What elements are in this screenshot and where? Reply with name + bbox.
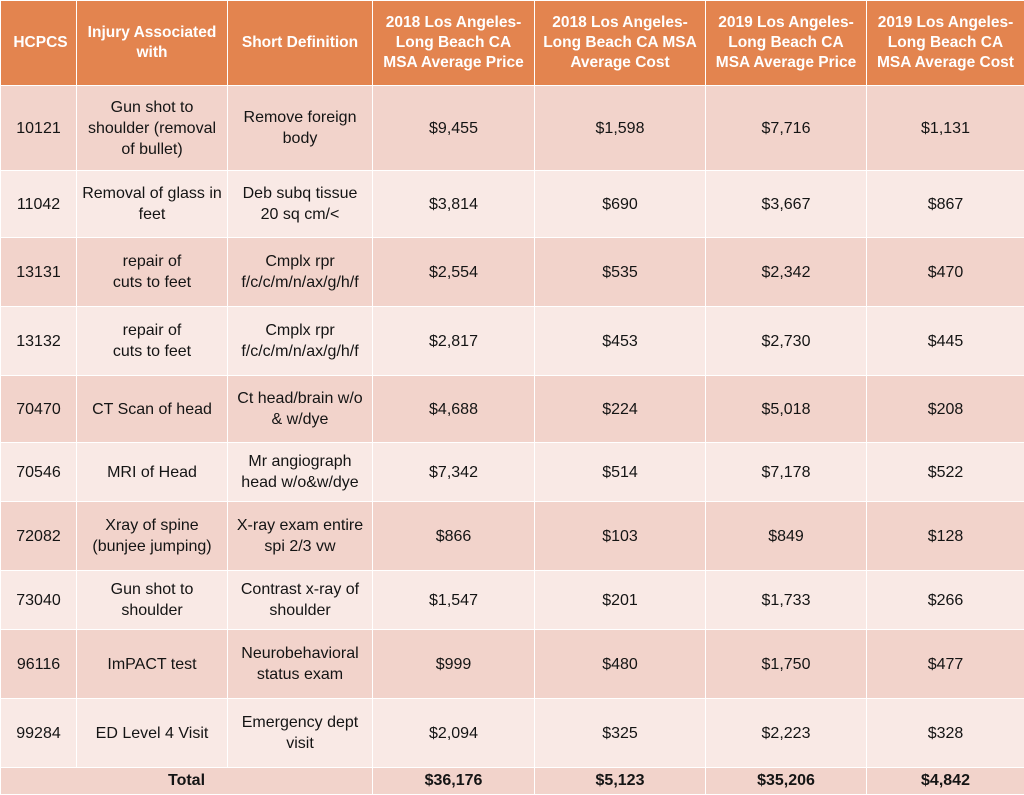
cost-2018-cell: $201	[535, 571, 706, 630]
cost-2018-cell: $514	[535, 443, 706, 502]
cost-2018-cell: $224	[535, 376, 706, 443]
cost-2018-cell: $690	[535, 171, 706, 238]
column-header-2018-cost: 2018 Los Angeles-Long Beach CA MSA Avera…	[535, 1, 706, 86]
price-2019-cell: $849	[706, 502, 867, 571]
cost-2018-cell: $103	[535, 502, 706, 571]
injury-cell: Gun shot to shoulder (removal of bullet)	[77, 86, 228, 171]
price-2018-cell: $2,094	[373, 699, 535, 768]
column-header-2018-price: 2018 Los Angeles-Long Beach CA MSA Avera…	[373, 1, 535, 86]
short-definition-cell: Remove foreign body	[228, 86, 373, 171]
price-2019-cell: $1,733	[706, 571, 867, 630]
price-2018-cell: $1,547	[373, 571, 535, 630]
cost-2019-cell: $867	[867, 171, 1024, 238]
cost-2019-cell: $470	[867, 238, 1024, 307]
injury-cell: MRI of Head	[77, 443, 228, 502]
injury-cell: Xray of spine (bunjee jumping)	[77, 502, 228, 571]
short-definition-cell: Deb subq tissue 20 sq cm/<	[228, 171, 373, 238]
column-header-injury: Injury Associated with	[77, 1, 228, 86]
cost-2019-cell: $477	[867, 630, 1024, 699]
total-cost-2019: $4,842	[867, 768, 1024, 795]
total-row: Total$36,176$5,123$35,206$4,842	[1, 768, 1024, 795]
short-definition-cell: Neurobehavioral status exam	[228, 630, 373, 699]
hcpcs-cell: 70470	[1, 376, 77, 443]
short-definition-cell: Contrast x-ray of shoulder	[228, 571, 373, 630]
injury-cell: ImPACT test	[77, 630, 228, 699]
short-definition-cell: X-ray exam entire spi 2/3 vw	[228, 502, 373, 571]
cost-2019-cell: $522	[867, 443, 1024, 502]
injury-cell: Removal of glass in feet	[77, 171, 228, 238]
injury-cell: repair of cuts to feet	[77, 238, 228, 307]
price-2018-cell: $4,688	[373, 376, 535, 443]
header-row: HCPCS Injury Associated with Short Defin…	[1, 1, 1024, 86]
hcpcs-cell: 96116	[1, 630, 77, 699]
price-2018-cell: $2,554	[373, 238, 535, 307]
cost-2019-cell: $266	[867, 571, 1024, 630]
hcpcs-cell: 73040	[1, 571, 77, 630]
hcpcs-cell: 11042	[1, 171, 77, 238]
short-definition-cell: Mr angiograph head w/o&w/dye	[228, 443, 373, 502]
cost-2019-cell: $445	[867, 307, 1024, 376]
injury-cell: repair of cuts to feet	[77, 307, 228, 376]
hcpcs-cell: 70546	[1, 443, 77, 502]
price-2018-cell: $2,817	[373, 307, 535, 376]
hcpcs-cell: 72082	[1, 502, 77, 571]
short-definition-cell: Ct head/brain w/o & w/dye	[228, 376, 373, 443]
cost-2018-cell: $1,598	[535, 86, 706, 171]
price-2019-cell: $2,342	[706, 238, 867, 307]
price-2019-cell: $5,018	[706, 376, 867, 443]
price-2019-cell: $2,730	[706, 307, 867, 376]
injury-cell: ED Level 4 Visit	[77, 699, 228, 768]
injury-cell: CT Scan of head	[77, 376, 228, 443]
total-price-2018: $36,176	[373, 768, 535, 795]
hcpcs-cell: 99284	[1, 699, 77, 768]
cost-2019-cell: $1,131	[867, 86, 1024, 171]
column-header-short-definition: Short Definition	[228, 1, 373, 86]
cost-2018-cell: $535	[535, 238, 706, 307]
cost-2018-cell: $453	[535, 307, 706, 376]
price-2019-cell: $7,716	[706, 86, 867, 171]
column-header-2019-price: 2019 Los Angeles-Long Beach CA MSA Avera…	[706, 1, 867, 86]
cost-2019-cell: $328	[867, 699, 1024, 768]
cost-2018-cell: $325	[535, 699, 706, 768]
total-label: Total	[1, 768, 373, 795]
price-2018-cell: $7,342	[373, 443, 535, 502]
price-2018-cell: $999	[373, 630, 535, 699]
price-2019-cell: $2,223	[706, 699, 867, 768]
price-2018-cell: $9,455	[373, 86, 535, 171]
price-2019-cell: $1,750	[706, 630, 867, 699]
cost-2018-cell: $480	[535, 630, 706, 699]
price-2018-cell: $3,814	[373, 171, 535, 238]
short-definition-cell: Cmplx rpr f/c/c/m/n/ax/g/h/f	[228, 238, 373, 307]
short-definition-cell: Cmplx rpr f/c/c/m/n/ax/g/h/f	[228, 307, 373, 376]
cost-2019-cell: $208	[867, 376, 1024, 443]
total-cost-2018: $5,123	[535, 768, 706, 795]
short-definition-cell: Emergency dept visit	[228, 699, 373, 768]
hcpcs-cell: 10121	[1, 86, 77, 171]
injury-cell: Gun shot to shoulder	[77, 571, 228, 630]
price-2018-cell: $866	[373, 502, 535, 571]
cost-2019-cell: $128	[867, 502, 1024, 571]
total-price-2019: $35,206	[706, 768, 867, 795]
hcpcs-cell: 13132	[1, 307, 77, 376]
price-2019-cell: $7,178	[706, 443, 867, 502]
hcpcs-cell: 13131	[1, 238, 77, 307]
column-header-2019-cost: 2019 Los Angeles-Long Beach CA MSA Avera…	[867, 1, 1024, 86]
price-2019-cell: $3,667	[706, 171, 867, 238]
column-header-hcpcs: HCPCS	[1, 1, 77, 86]
